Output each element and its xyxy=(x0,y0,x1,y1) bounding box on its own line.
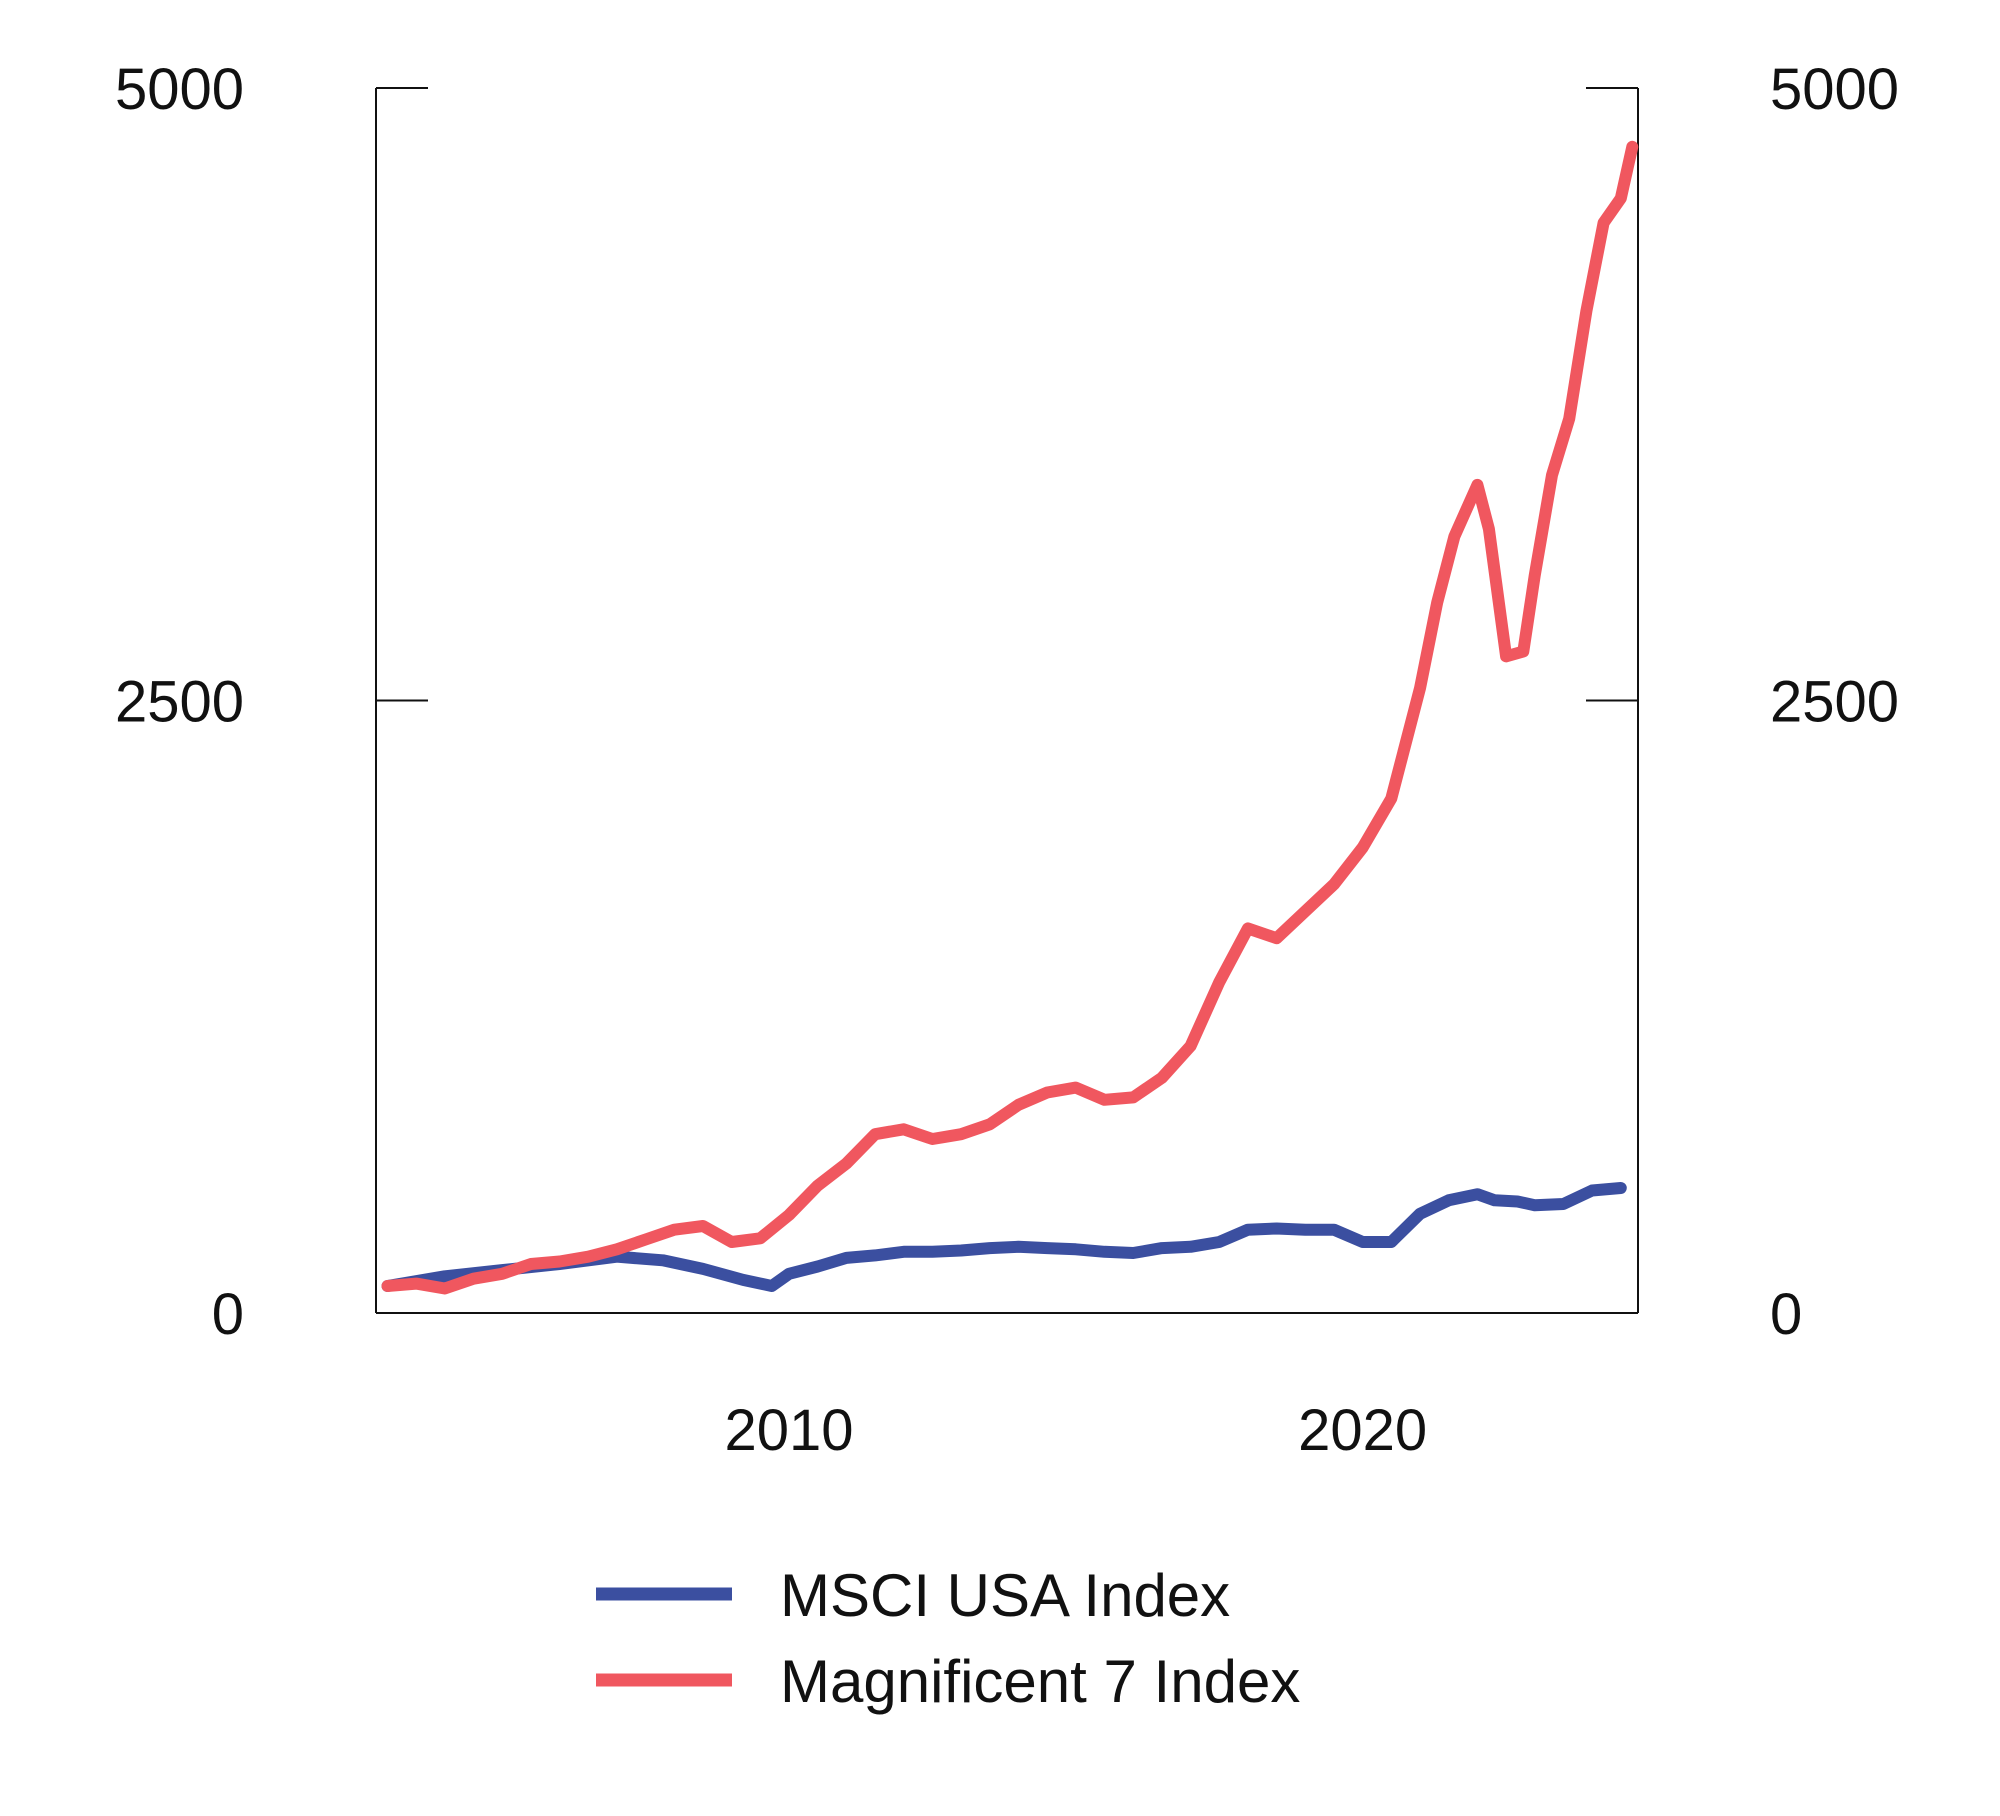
axes xyxy=(375,88,1639,1314)
y-tick-label-left-1: 2500 xyxy=(115,670,244,735)
y-tick-label-left-0: 0 xyxy=(212,1282,244,1347)
legend: MSCI USA Index Magnificent 7 Index xyxy=(596,1562,1300,1715)
series-line-0 xyxy=(381,1182,1627,1292)
y-tick-label-left-2: 5000 xyxy=(115,57,244,122)
legend-label-magnificent-7: Magnificent 7 Index xyxy=(780,1648,1300,1715)
legend-label-msci-usa: MSCI USA Index xyxy=(780,1562,1230,1629)
y-ticks-left: 0 2500 5000 xyxy=(115,57,428,1347)
series-line-1 xyxy=(381,140,1639,1295)
y-tick-label-right-2: 5000 xyxy=(1770,57,1899,122)
y-ticks-right: 0 2500 5000 xyxy=(1586,57,1899,1347)
x-tick-label-0: 2010 xyxy=(725,1398,854,1463)
series-group xyxy=(381,140,1639,1295)
y-tick-label-right-1: 2500 xyxy=(1770,670,1899,735)
y-tick-label-right-0: 0 xyxy=(1770,1282,1802,1347)
x-ticks: 2010 2020 xyxy=(725,1398,1428,1463)
x-tick-label-1: 2020 xyxy=(1298,1398,1427,1463)
